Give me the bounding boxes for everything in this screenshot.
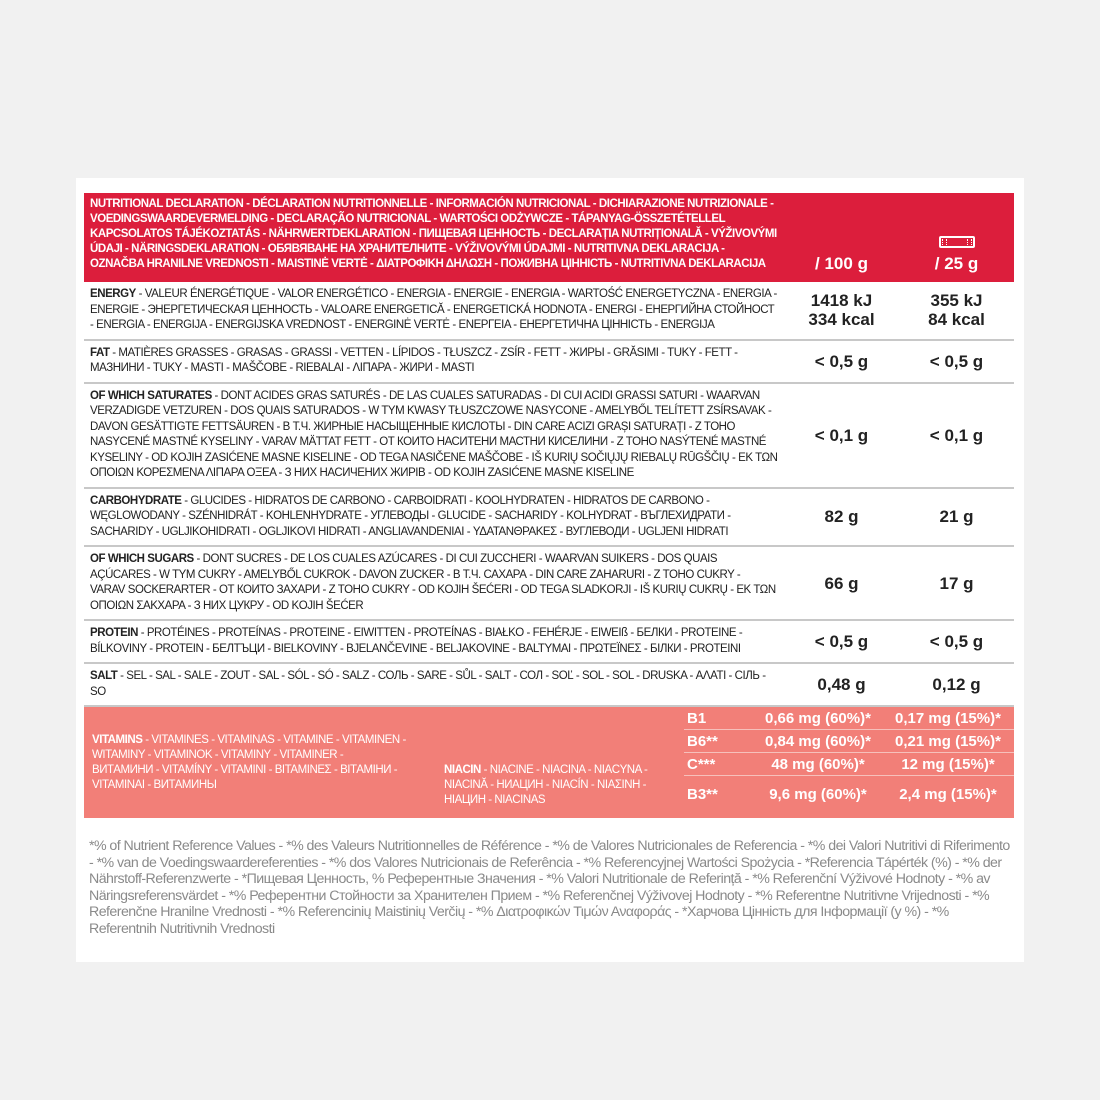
vitamin-row: B1 0,66 mg (60%)* 0,17 mg (15%)* (684, 707, 1014, 730)
vitamins-translations: - VITAMINES - VITAMINAS - VITAMINE - VIT… (92, 733, 406, 791)
nutrient-row: PROTEIN - PROTÉINES - PROTEÍNAS - PROTEI… (84, 621, 1014, 664)
value-per-100g: 0,48 g (817, 675, 866, 694)
nutrient-translations: - DONT ACIDES GRAS SATURÉS - DE LAS CUAL… (90, 389, 778, 480)
nutrient-row: CARBOHYDRATE - GLUCIDES - HIDRATOS DE CA… (84, 489, 1014, 547)
nutrient-name: OF WHICH SATURATES (90, 389, 212, 402)
vitamin-per-25g: 0,21 mg (15%)* (895, 732, 1001, 750)
vitamin-row: B3** 9,6 mg (60%)* 2,4 mg (15%)* (684, 776, 1014, 812)
col-25g-label: / 25 g (934, 254, 979, 273)
nutrient-name: SALT (90, 670, 118, 682)
nutrition-label-card: NUTRITIONAL DECLARATION - DÉCLARATION NU… (76, 178, 1024, 962)
nutrient-name: PROTEIN (90, 627, 138, 639)
vitamin-per-25g: 12 mg (15%)* (901, 755, 995, 773)
nutrient-translations: - PROTÉINES - PROTEÍNAS - PROTEINE - EIW… (90, 627, 743, 655)
nutrient-rows: ENERGY - VALEUR ÉNERGÉTIQUE - VALOR ENER… (84, 282, 1014, 707)
nutrient-name: CARBOHYDRATE (90, 494, 182, 507)
vitamin-per-25g: 2,4 mg (15%)* (899, 785, 997, 803)
nutrient-row: SALT - SEL - SAL - SALE - ZOUT - SAL - S… (84, 664, 1014, 707)
vitamin-name: B1 (687, 709, 707, 727)
nutrition-table: NUTRITIONAL DECLARATION - DÉCLARATION NU… (84, 193, 1014, 818)
vitamins-label: VITAMINS - VITAMINES - VITAMINAS - VITAM… (84, 725, 414, 801)
nutrient-row: OF WHICH SUGARS - DONT SUCRES - DE LOS C… (84, 547, 1014, 621)
footnote: *% of Nutrient Reference Values - *% des… (89, 838, 1010, 937)
nutrient-label: SALT - SEL - SAL - SALE - ZOUT - SAL - S… (84, 664, 784, 705)
nutrient-label: PROTEIN - PROTÉINES - PROTEÍNAS - PROTEI… (84, 621, 784, 662)
nutrient-label: OF WHICH SATURATES - DONT ACIDES GRAS SA… (84, 384, 784, 487)
niacin-name: NIACIN (444, 764, 481, 776)
header-col-25g: / 25 g (899, 193, 1014, 282)
vitamin-name: B6** (687, 732, 718, 750)
value-per-25g: < 0,5 g (929, 632, 984, 651)
value-per-25g: 0,12 g (932, 675, 981, 694)
header-title: NUTRITIONAL DECLARATION - DÉCLARATION NU… (90, 198, 777, 270)
header-col-100g: / 100 g (784, 193, 899, 282)
vitamin-per-100g: 48 mg (60%)* (771, 755, 865, 773)
vitamins-table: B1 0,66 mg (60%)* 0,17 mg (15%)* B6** 0,84 m… (684, 707, 1014, 818)
table-header: NUTRITIONAL DECLARATION - DÉCLARATION NU… (84, 193, 1014, 282)
nutrient-row: FAT - MATIÈRES GRASSES - GRASAS - GRASSI… (84, 341, 1014, 384)
vitamin-per-100g: 0,66 mg (60%)* (765, 709, 871, 727)
energy-bar-icon (938, 236, 975, 248)
value-per-100g: 66 g (824, 573, 859, 593)
nutrient-label: ENERGY - VALEUR ÉNERGÉTIQUE - VALOR ENER… (84, 282, 784, 339)
value-per-25g: < 0,1 g (929, 425, 984, 445)
nutrient-name: FAT (90, 346, 110, 359)
nutrient-translations: - SEL - SAL - SALE - ZOUT - SAL - SÓL - … (90, 670, 766, 698)
value-per-25g: < 0,5 g (929, 351, 984, 371)
vitamin-per-100g: 0,84 mg (60%)* (765, 732, 871, 750)
nutrient-row: ENERGY - VALEUR ÉNERGÉTIQUE - VALOR ENER… (84, 282, 1014, 341)
nutrient-label: FAT - MATIÈRES GRASSES - GRASAS - GRASSI… (84, 341, 784, 382)
vitamin-row: B6** 0,84 mg (60%)* 0,21 mg (15%)* (684, 730, 1014, 753)
value-per-25g: 355 kJ 84 kcal (928, 291, 985, 330)
value-per-100g: < 0,5 g (814, 351, 869, 371)
vitamin-per-100g: 9,6 mg (60%)* (769, 785, 867, 803)
nutrient-translations: - MATIÈRES GRASSES - GRASAS - GRASSI - V… (90, 346, 738, 375)
value-per-100g: < 0,1 g (814, 425, 869, 445)
vitamins-section: VITAMINS - VITAMINES - VITAMINAS - VITAM… (84, 707, 1014, 818)
value-per-100g: < 0,5 g (814, 632, 869, 651)
nutrient-label: CARBOHYDRATE - GLUCIDES - HIDRATOS DE CA… (84, 489, 784, 546)
vitamin-per-25g: 0,17 mg (15%)* (895, 709, 1001, 727)
value-per-25g: 21 g (939, 507, 974, 527)
niacin-translations: - NIACINE - NIACINA - NIACYNA - NIACINĂ … (444, 764, 648, 806)
vitamins-name: VITAMINS (92, 733, 143, 746)
nutrient-name: ENERGY (90, 288, 136, 300)
col-100g-label: / 100 g (815, 254, 868, 273)
value-per-25g: 17 g (939, 573, 974, 593)
value-per-100g: 1418 kJ 334 kcal (808, 291, 875, 330)
nutrient-row: OF WHICH SATURATES - DONT ACIDES GRAS SA… (84, 384, 1014, 489)
nutrient-translations: - VALEUR ÉNERGÉTIQUE - VALOR ENERGÉTICO … (90, 288, 777, 331)
niacin-label: NIACIN - NIACINE - NIACINA - NIACYNA - N… (414, 755, 684, 818)
vitamin-row: C*** 48 mg (60%)* 12 mg (15%)* (684, 753, 1014, 776)
nutrient-label: OF WHICH SUGARS - DONT SUCRES - DE LOS C… (84, 547, 784, 619)
vitamin-name: B3** (687, 785, 718, 803)
vitamin-name: C*** (687, 755, 716, 773)
nutrient-translations: - DONT SUCRES - DE LOS CUALES AZÚCARES -… (90, 553, 776, 612)
nutrient-name: OF WHICH SUGARS (90, 553, 194, 565)
value-per-100g: 82 g (824, 507, 859, 527)
nutrient-translations: - GLUCIDES - HIDRATOS DE CARBONO - CARBO… (90, 494, 731, 538)
